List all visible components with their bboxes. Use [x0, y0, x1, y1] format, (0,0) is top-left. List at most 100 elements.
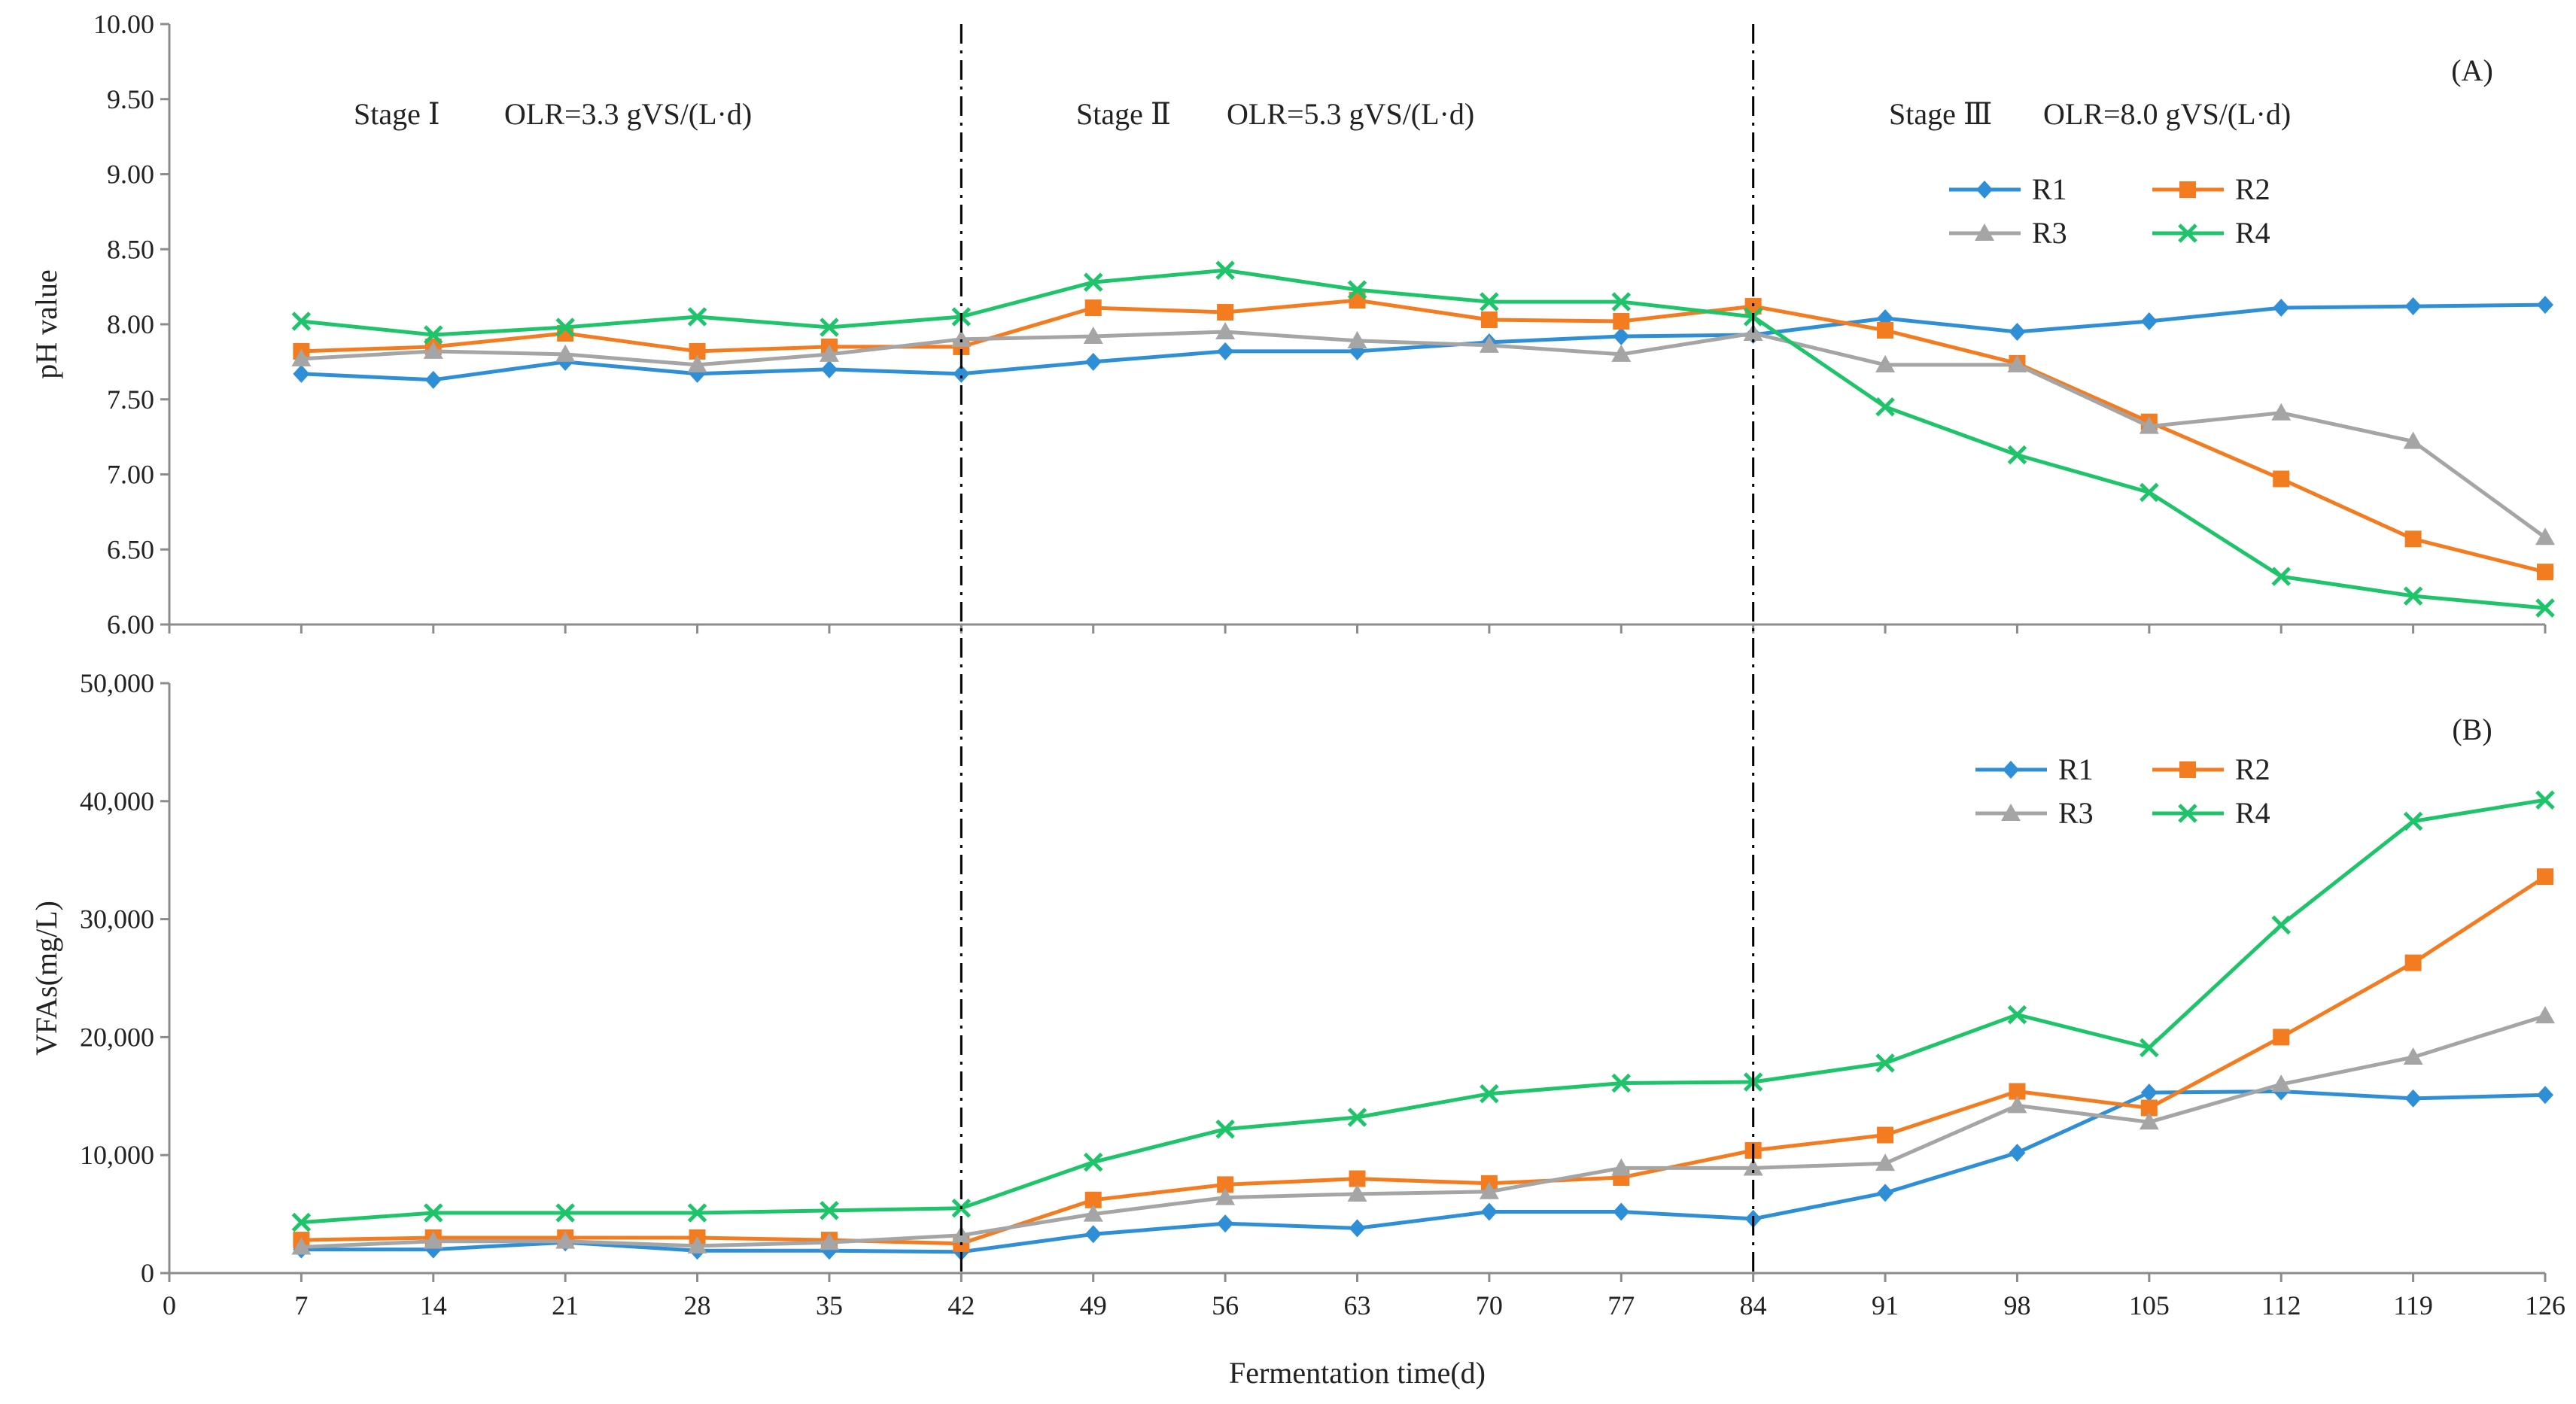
data-point: [2140, 312, 2158, 331]
legend-marker: [2179, 181, 2196, 198]
data-point: [2403, 1047, 2423, 1065]
data-point: [1480, 1202, 1498, 1221]
legend-marker: [2178, 223, 2197, 243]
stage-dividers: [960, 24, 1755, 1273]
series-line-r3: [301, 1013, 2546, 1249]
series-line-r1: [301, 302, 2546, 382]
data-point: [2403, 811, 2423, 831]
data-point: [1875, 354, 1896, 372]
data-point: [2404, 530, 2422, 548]
data-point: [2537, 868, 2553, 886]
data-point: [2140, 1099, 2158, 1117]
data-point: [1480, 1083, 1499, 1104]
data-point: [1215, 321, 1236, 339]
data-point: [2140, 1038, 2159, 1058]
data-point: [2139, 416, 2159, 434]
data-point: [1084, 1225, 1102, 1244]
data-point: [2537, 1086, 2553, 1105]
data-point: [2140, 482, 2159, 503]
data-point: [1084, 1191, 1102, 1208]
stage-name: Stage Ⅱ: [1076, 97, 1171, 131]
data-point: [2009, 1144, 2026, 1162]
legend-marker: [1975, 223, 1994, 241]
data-point: [293, 364, 310, 383]
data-point: [2535, 598, 2555, 618]
stage-olr: OLR=3.3 gVS/(L·d): [504, 97, 752, 131]
data-point: [1743, 1158, 1763, 1176]
data-point: [820, 360, 838, 378]
data-point: [1217, 1176, 1234, 1193]
series-line-r1: [301, 1089, 2546, 1254]
x-tick-label: 84: [1740, 1290, 1767, 1320]
x-axis-title: Fermentation time(d): [1229, 1356, 1486, 1390]
data-point: [1084, 299, 1102, 317]
legend-marker: [1976, 181, 1993, 199]
data-point: [1613, 1202, 1630, 1221]
x-tick-label: 7: [294, 1290, 308, 1320]
data-point: [1611, 292, 1632, 311]
series-r4: [291, 790, 2555, 1232]
y-tick-label: 6.00: [107, 609, 154, 640]
y-tick-label: 8.50: [107, 234, 154, 264]
series-line-r3: [301, 330, 2547, 539]
x-tick-label: 21: [552, 1290, 579, 1320]
data-point: [1877, 1184, 1894, 1202]
data-point: [2535, 1006, 2555, 1024]
data-point: [2273, 470, 2290, 488]
data-point: [689, 342, 706, 360]
data-point: [291, 348, 312, 366]
data-point: [2403, 586, 2423, 606]
x-tick-label: 98: [2003, 1290, 2030, 1320]
x-tick-label: 49: [1080, 1290, 1107, 1320]
data-point: [1084, 352, 1102, 371]
y-tick-label: 7.50: [107, 384, 154, 415]
data-point: [820, 1201, 839, 1220]
legend: R1 R2 R3 R4: [1975, 752, 2270, 830]
data-point: [2537, 564, 2553, 581]
data-point: [1349, 1170, 1366, 1187]
y-tick-label: 50,000: [80, 668, 154, 698]
legend-item-r4: R4: [2152, 796, 2270, 830]
data-point: [1217, 342, 1234, 360]
y-tick-label: 8.00: [107, 309, 154, 339]
data-point: [951, 329, 972, 347]
data-point: [819, 344, 839, 362]
data-point: [1875, 1153, 1896, 1172]
data-point: [1875, 397, 1895, 417]
data-point: [1479, 1181, 1499, 1199]
data-point: [1613, 327, 1630, 345]
legend-label: R4: [2235, 216, 2270, 250]
data-point: [2139, 1112, 2159, 1130]
series-r3: [291, 1006, 2555, 1255]
data-point: [687, 307, 707, 327]
data-point: [687, 1235, 707, 1254]
x-tick-label: 28: [684, 1290, 711, 1320]
data-point: [2273, 1029, 2290, 1046]
data-point: [2535, 527, 2555, 545]
data-point: [555, 318, 575, 337]
series-line-r2: [301, 875, 2547, 1246]
data-point: [820, 318, 839, 337]
panel-b-vfa-chart: 0 10,000 20,000 30,000 40,000 50,000 VFAs(mg/L…: [29, 668, 2565, 1320]
data-point: [1215, 260, 1235, 280]
data-point: [291, 311, 312, 331]
data-point: [2007, 1096, 2027, 1114]
y-axis-title: pH value: [29, 269, 63, 379]
x-tick-label: 70: [1476, 1290, 1503, 1320]
x-tick-label: 56: [1212, 1290, 1239, 1320]
series-r4: [291, 260, 2555, 618]
data-point: [687, 354, 707, 372]
data-point: [1215, 1119, 1235, 1139]
x-tick-label: 77: [1607, 1290, 1635, 1320]
legend-marker: [2178, 804, 2197, 823]
y-tick-label: 9.00: [107, 160, 154, 190]
data-point: [2271, 1074, 2292, 1093]
data-point: [555, 1231, 576, 1249]
data-point: [1480, 292, 1499, 311]
legend-item-r2: R2: [2152, 172, 2270, 206]
legend-item-r3: R3: [1975, 796, 2094, 830]
series-line-r4: [301, 798, 2546, 1225]
data-point: [2403, 431, 2423, 449]
legend-label: R3: [2032, 216, 2067, 250]
